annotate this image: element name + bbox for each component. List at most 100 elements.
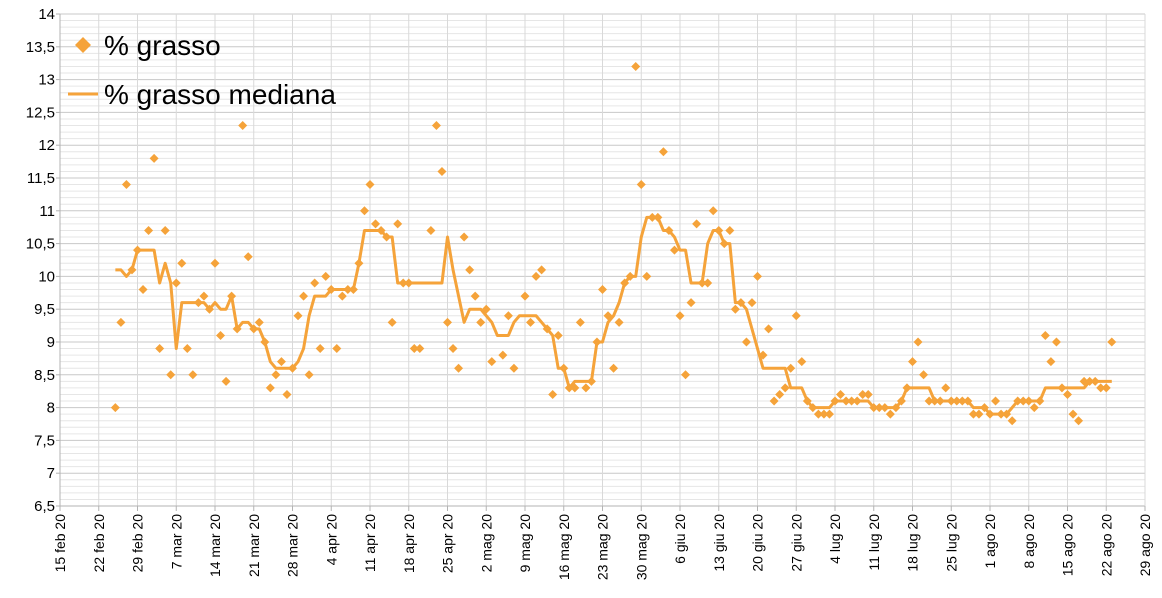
data-point (686, 298, 696, 308)
data-point (664, 225, 674, 235)
data-point (155, 344, 165, 354)
data-point (227, 291, 237, 301)
data-point (847, 396, 857, 406)
data-point (1096, 383, 1106, 393)
data-point (747, 298, 757, 308)
x-tick-label: 27 giu 20 (788, 514, 804, 572)
data-point (431, 121, 441, 131)
data-point (282, 389, 292, 399)
data-point (653, 212, 663, 222)
data-point (354, 258, 364, 268)
legend-diamond-icon (75, 37, 91, 53)
data-point (813, 409, 823, 419)
data-point (121, 180, 131, 190)
x-tick-label: 18 apr 20 (401, 514, 417, 573)
data-point (753, 271, 762, 281)
data-point (265, 383, 275, 393)
data-point (741, 337, 751, 347)
data-point (819, 409, 829, 419)
data-point (210, 258, 220, 268)
y-tick-label: 12 (38, 137, 55, 154)
x-tick-label: 22 feb 20 (91, 514, 107, 573)
data-point (1085, 376, 1095, 386)
data-point (271, 370, 281, 380)
data-point (658, 147, 668, 157)
data-point (182, 344, 192, 354)
data-point (885, 409, 895, 419)
data-point (869, 403, 879, 413)
scatter-series (110, 61, 1117, 426)
data-point (764, 324, 774, 334)
data-point (221, 376, 231, 386)
data-point (946, 396, 956, 406)
data-point (730, 304, 740, 314)
data-point (116, 317, 126, 327)
data-point (1057, 383, 1067, 393)
data-point (288, 363, 297, 373)
y-tick-label: 7 (47, 465, 55, 482)
data-point (896, 396, 906, 406)
data-point (304, 370, 314, 380)
x-tick-label: 8 ago 20 (1021, 514, 1037, 569)
data-point (393, 219, 403, 229)
data-point (758, 350, 768, 360)
data-point (957, 396, 967, 406)
data-point (548, 389, 558, 399)
y-tick-label: 9 (47, 334, 55, 351)
data-point (149, 153, 159, 163)
data-point (487, 357, 497, 367)
data-point (697, 278, 707, 288)
data-point (199, 291, 209, 301)
data-point (586, 376, 596, 386)
data-point (669, 245, 679, 255)
data-point (299, 291, 309, 301)
data-point (675, 311, 685, 321)
y-tick-label: 10,5 (26, 236, 55, 253)
data-point (343, 285, 353, 295)
x-tick-label: 25 lug 20 (943, 514, 959, 572)
x-tick-label: 13 giu 20 (711, 514, 727, 572)
data-point (315, 344, 325, 354)
x-tick-label: 14 mar 20 (207, 514, 223, 577)
data-point (454, 363, 464, 373)
data-point (1068, 409, 1078, 419)
data-point (1090, 376, 1100, 386)
data-point (177, 258, 187, 268)
data-point (930, 396, 940, 406)
x-tick-label: 21 mar 20 (246, 514, 262, 577)
data-point (382, 232, 392, 242)
y-tick-label: 8 (47, 400, 55, 417)
data-point (459, 232, 469, 242)
data-point (509, 363, 519, 373)
x-tick-label: 6 giu 20 (672, 514, 688, 564)
legend: % grasso % grasso mediana (68, 30, 336, 110)
x-tick-label: 4 lug 20 (827, 514, 843, 564)
data-point (553, 330, 563, 340)
data-point (902, 383, 912, 393)
data-point (415, 344, 425, 354)
data-point (681, 370, 691, 380)
median-series (115, 215, 1112, 416)
data-point (824, 409, 834, 419)
data-point (924, 396, 934, 406)
data-point (1079, 376, 1089, 386)
y-tick-label: 7,5 (34, 432, 55, 449)
y-tick-label: 11 (39, 203, 55, 220)
data-point (952, 396, 962, 406)
x-tick-label: 30 mag 20 (633, 514, 649, 580)
data-point (564, 383, 574, 393)
data-point (232, 324, 242, 334)
x-tick-label: 16 mag 20 (556, 514, 572, 580)
data-point (852, 396, 862, 406)
data-point (968, 409, 978, 419)
data-point (359, 206, 369, 216)
data-point (321, 271, 331, 281)
y-tick-label: 13 (38, 72, 55, 89)
data-point (127, 265, 137, 275)
data-point (725, 225, 735, 235)
data-point (144, 225, 154, 235)
data-point (625, 271, 635, 281)
x-axis-ticks: 15 feb 20 22 feb 20 29 feb 20 7 mar 20 14 ma… (52, 506, 1153, 580)
data-point (874, 403, 884, 413)
